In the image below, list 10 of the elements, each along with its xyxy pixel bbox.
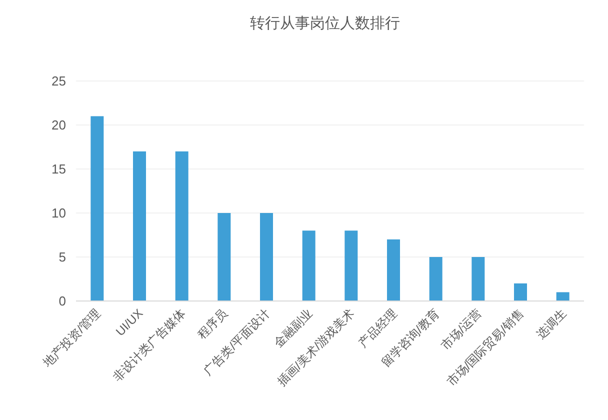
y-tick-label: 5 bbox=[58, 250, 66, 264]
y-tick-label: 20 bbox=[52, 118, 66, 132]
x-tick-label: 选调生 bbox=[534, 306, 569, 342]
y-tick-label: 0 bbox=[58, 294, 66, 308]
x-tick-label: 程序员 bbox=[194, 306, 230, 342]
y-tick-label: 10 bbox=[52, 206, 66, 220]
x-tick-label: 地产投资/管理 bbox=[39, 306, 104, 370]
chart-title: 转行从事岗位人数排行 bbox=[250, 15, 400, 32]
y-tick-label: 25 bbox=[52, 74, 66, 88]
y-tick-label: 15 bbox=[52, 162, 66, 176]
